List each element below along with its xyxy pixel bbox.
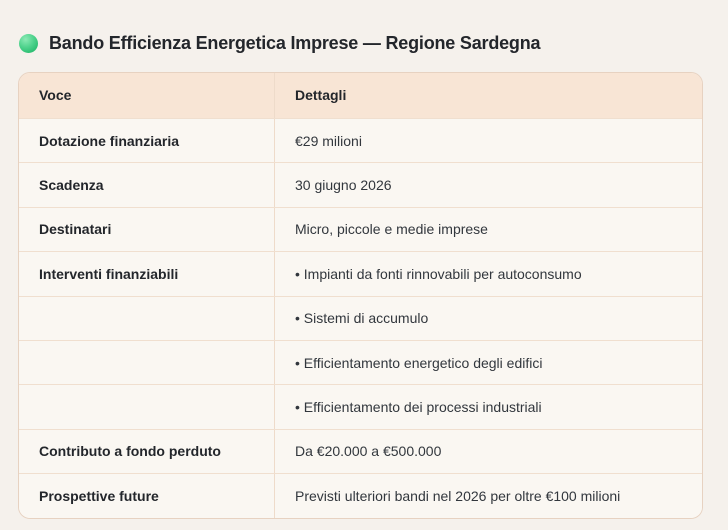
row-label: Interventi finanziabili: [19, 252, 275, 296]
row-label: [19, 340, 275, 385]
table-body: Dotazione finanziaria €29 milioni Scaden…: [19, 118, 702, 518]
table-row: Interventi finanziabili • Impianti da fo…: [19, 251, 702, 296]
info-table: Voce Dettagli Dotazione finanziaria €29 …: [18, 72, 703, 519]
row-value: • Efficientamento energetico degli edifi…: [295, 354, 543, 371]
table-row: Dotazione finanziaria €29 milioni: [19, 118, 702, 163]
page-title: Bando Efficienza Energetica Imprese — Re…: [49, 33, 541, 53]
row-label: Destinatari: [19, 207, 275, 252]
table-header-row: Voce Dettagli: [19, 73, 702, 118]
row-label: Prospettive future: [19, 474, 275, 518]
row-value: • Efficientamento dei processi industria…: [295, 398, 542, 415]
table-row: Destinatari Micro, piccole e medie impre…: [19, 206, 702, 252]
table-row: Contributo a fondo perduto Da €20.000 a …: [19, 428, 702, 474]
table-row: Scadenza 30 giugno 2026: [19, 162, 702, 207]
row-label: [19, 385, 275, 429]
row-value: Micro, piccole e medie imprese: [295, 221, 488, 238]
row-value: €29 milioni: [295, 132, 362, 149]
row-value: Da €20.000 a €500.000: [295, 443, 442, 460]
row-value: • Impianti da fonti rinnovabili per auto…: [295, 265, 582, 282]
column-header-dettagli: Dettagli: [295, 87, 347, 104]
green-circle-icon: [19, 34, 38, 53]
row-label: Scadenza: [19, 163, 275, 207]
row-value: Previsti ulteriori bandi nel 2026 per ol…: [295, 487, 621, 504]
row-label: Contributo a fondo perduto: [19, 429, 275, 474]
column-header-voce: Voce: [19, 73, 275, 118]
row-label: Dotazione finanziaria: [19, 119, 275, 163]
row-label: [19, 296, 275, 340]
table-row: • Sistemi di accumulo: [19, 295, 702, 340]
row-value: 30 giugno 2026: [295, 176, 392, 193]
table-row: Prospettive future Previsti ulteriori ba…: [19, 473, 702, 518]
row-value: • Sistemi di accumulo: [295, 310, 429, 327]
table-row: • Efficientamento energetico degli edifi…: [19, 339, 702, 385]
title-bar: Bando Efficienza Energetica Imprese — Re…: [19, 33, 541, 54]
table-row: • Efficientamento dei processi industria…: [19, 384, 702, 429]
